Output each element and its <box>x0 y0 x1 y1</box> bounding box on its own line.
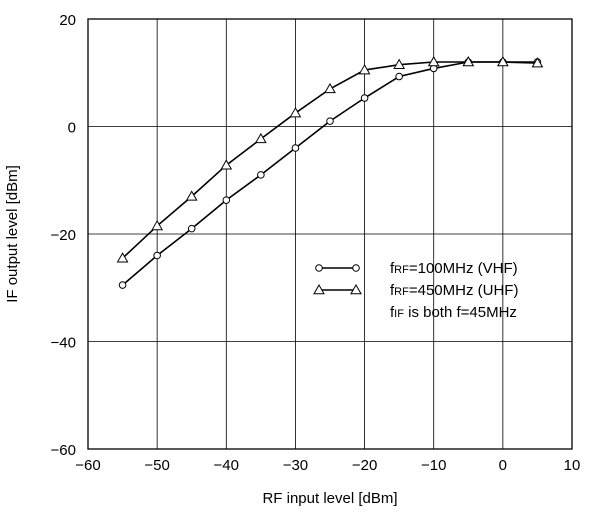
x-tick-label: −50 <box>144 457 169 474</box>
series-triangle <box>116 55 544 263</box>
y-axis-ticks: −60 −40 −20 0 20 <box>51 12 76 459</box>
data-point-triangle <box>313 283 325 295</box>
y-tick-label: −40 <box>51 335 76 352</box>
data-point-circle <box>153 251 161 260</box>
data-point-triangle <box>350 283 362 295</box>
data-point-circle <box>257 171 265 179</box>
y-tick-label: −20 <box>51 227 76 244</box>
x-axis-ticks: −60 −50 −40 −30 −20 −10 0 10 <box>75 457 580 474</box>
data-point-circle <box>291 144 300 152</box>
series-circle <box>118 58 542 289</box>
x-tick-label: 10 <box>564 457 581 474</box>
data-point-triangle <box>462 55 475 67</box>
data-point-triangle <box>531 57 544 68</box>
x-tick-label: 0 <box>499 457 507 474</box>
data-point-triangle <box>254 132 267 144</box>
legend-label: fRF=100MHz (VHF) <box>390 260 518 277</box>
data-point-triangle <box>185 190 198 201</box>
data-point-triangle <box>496 55 509 67</box>
x-tick-label: −20 <box>352 457 377 474</box>
data-point-triangle <box>289 107 302 118</box>
data-point-triangle <box>151 219 164 231</box>
data-point-circle <box>326 117 334 125</box>
data-point-triangle <box>427 55 440 67</box>
data-point-triangle <box>393 58 406 69</box>
legend-label: fRF=450MHz (UHF) <box>390 282 518 299</box>
grid <box>88 19 572 449</box>
data-point-triangle <box>358 64 371 75</box>
data-point-circle <box>395 72 403 81</box>
data-point-circle <box>315 264 323 272</box>
data-point-circle <box>118 281 127 289</box>
data-point-triangle <box>220 159 233 170</box>
y-tick-label: −60 <box>51 442 76 459</box>
x-axis-title: RF input level [dBm] <box>262 490 397 507</box>
data-point-triangle <box>324 82 336 94</box>
legend: fRF=100MHz (VHF) fRF=450MHz (UHF) fIF is b… <box>313 260 518 321</box>
y-axis-title: IF output level [dBm] <box>4 165 21 303</box>
y-tick-label: 0 <box>68 120 76 137</box>
x-tick-label: −60 <box>75 457 100 474</box>
data-point-circle <box>222 196 231 204</box>
series-layer <box>116 55 544 289</box>
legend-note: fIF is both f=45MHz <box>390 304 517 321</box>
plot-frame <box>87 18 573 450</box>
x-tick-label: −30 <box>283 457 308 474</box>
data-point-circle <box>352 264 360 272</box>
series-line <box>122 61 538 286</box>
x-tick-label: −40 <box>214 457 239 474</box>
data-point-circle <box>187 224 196 233</box>
x-tick-label: −10 <box>421 457 446 474</box>
y-tick-label: 20 <box>59 12 76 29</box>
data-point-circle <box>360 94 369 102</box>
data-point-triangle <box>116 252 129 263</box>
